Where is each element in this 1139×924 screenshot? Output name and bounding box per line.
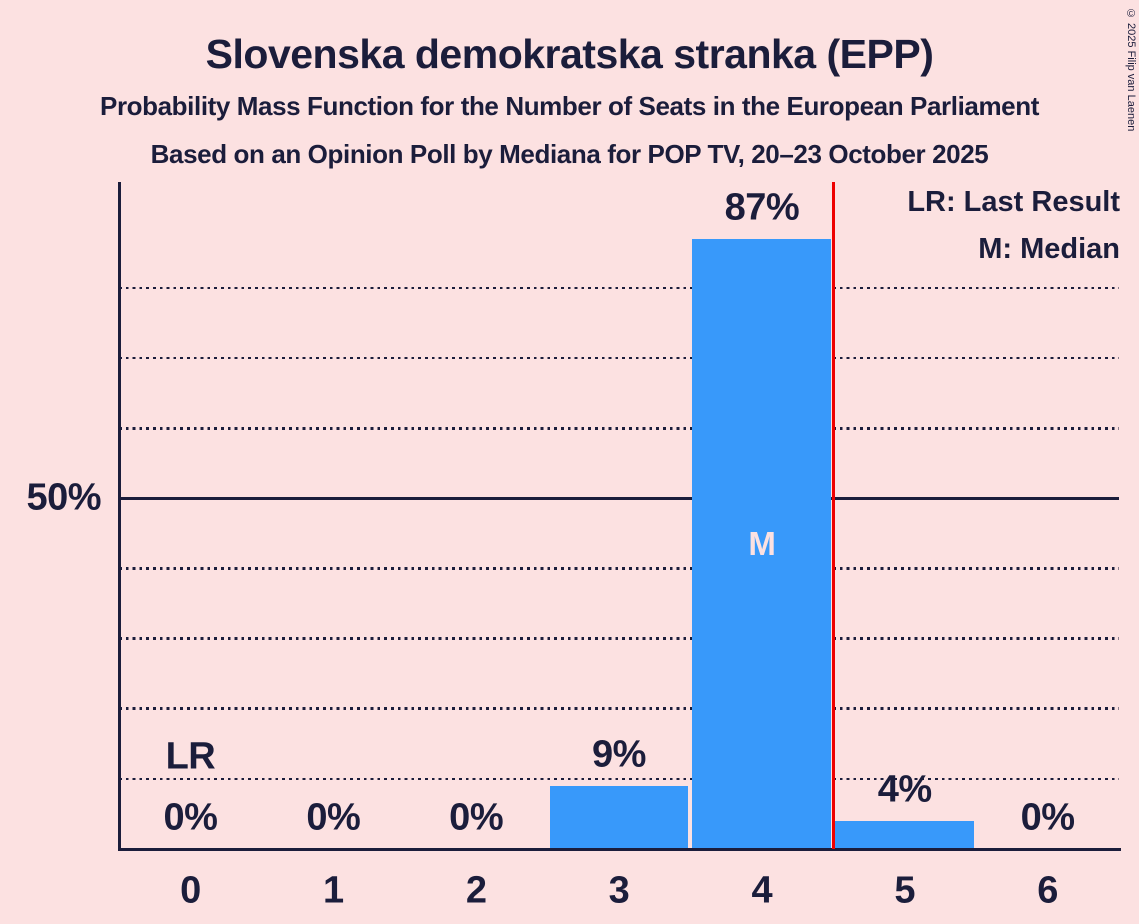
gridline-80pct [119, 286, 1119, 290]
chart-title: Slovenska demokratska stranka (EPP) [205, 31, 934, 77]
value-label-seats-5: 4% [877, 768, 932, 811]
value-label-seats-4: 87% [724, 186, 800, 229]
chart-poll-source: Based on an Opinion Poll by Mediana for … [150, 139, 989, 169]
value-label-seats-6: 0% [1020, 796, 1075, 839]
legend-last-result: LR: Last Result [907, 186, 1120, 218]
x-axis-label-1: 1 [322, 869, 344, 912]
value-label-seats-0: 0% [163, 796, 218, 839]
gridline-40pct [119, 567, 1119, 570]
bar-seats-5 [835, 820, 975, 849]
gridline-50pct-solid [119, 497, 1119, 500]
x-axis-label-5: 5 [894, 869, 916, 912]
last-result-label: LR [165, 735, 216, 778]
value-label-seats-1: 0% [306, 796, 361, 839]
median-label: M [748, 525, 776, 562]
gridline-30pct [119, 637, 1119, 640]
y-axis-line [117, 182, 121, 851]
chart-subtitle: Probability Mass Function for the Number… [100, 91, 1039, 121]
value-label-seats-3: 9% [592, 733, 646, 776]
bar-seats-4 [692, 239, 832, 849]
x-axis-line [117, 848, 1121, 851]
gridline-70pct [119, 356, 1119, 360]
x-axis-label-0: 0 [180, 869, 201, 912]
copyright-notice: © 2025 Filip van Laenen [1125, 8, 1137, 132]
x-axis-label-3: 3 [608, 869, 630, 912]
bar-seats-3 [549, 785, 689, 849]
x-axis-label-6: 6 [1037, 869, 1058, 912]
legend-median: M: Median [978, 233, 1120, 265]
last-result-line [831, 182, 835, 849]
x-axis-label-2: 2 [465, 869, 487, 912]
gridline-20pct [119, 707, 1119, 711]
value-label-seats-2: 0% [449, 796, 504, 839]
x-axis-label-4: 4 [751, 869, 773, 912]
gridline-60pct [119, 427, 1119, 430]
gridline-10pct [119, 777, 1119, 781]
y-axis-50pct-label: 50% [26, 476, 101, 519]
